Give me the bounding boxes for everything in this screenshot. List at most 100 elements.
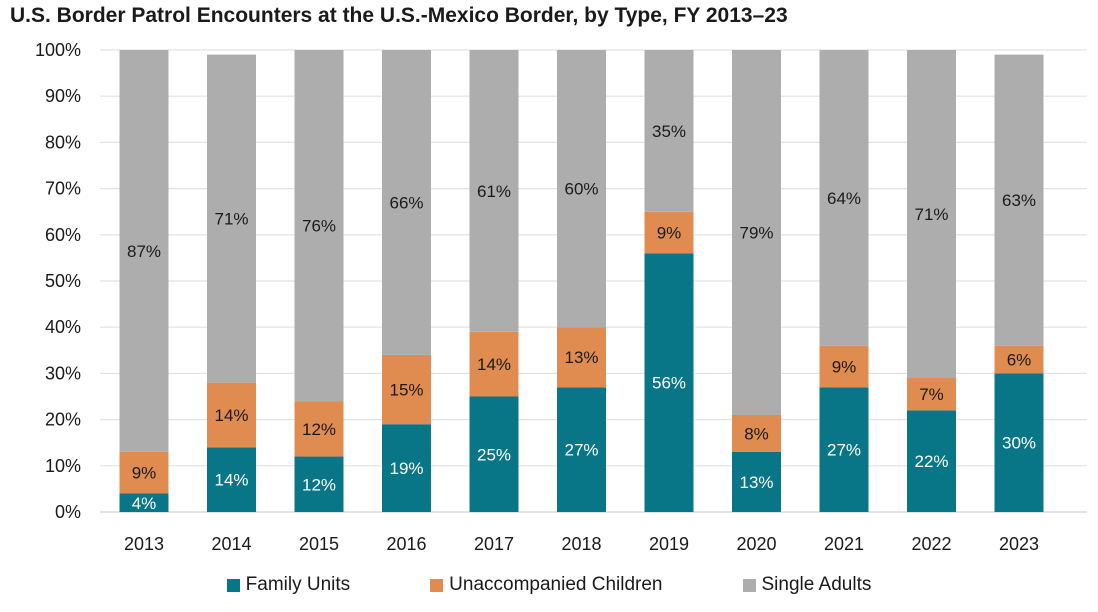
bar-segment-unaccompanied-children [294,401,344,457]
y-tick-label: 100% [35,40,81,60]
x-tick-label: 2018 [561,534,601,554]
x-tick-label: 2013 [124,534,164,554]
bar-segment-family-units [732,451,781,512]
bar-segment-unaccompanied-children [207,382,256,448]
bar-segment-single-adults [469,50,519,332]
data-label: 4% [132,494,157,513]
legend-swatch [430,578,444,592]
bar-segment-unaccompanied-children [644,211,694,254]
bar-segment-unaccompanied-children [382,354,431,425]
bar-segment-single-adults [732,50,781,415]
y-tick-label: 60% [45,225,81,245]
y-tick-label: 50% [45,271,81,291]
x-tick-label: 2016 [386,534,426,554]
data-label: 30% [1002,434,1036,453]
data-label: 19% [389,459,423,478]
data-label: 27% [564,441,598,460]
data-label: 9% [832,357,857,376]
bar-segment-single-adults [819,50,869,346]
data-label: 15% [389,381,423,400]
data-label: 13% [739,473,773,492]
x-tick-label: 2022 [911,534,951,554]
data-label: 12% [302,420,336,439]
legend-item: Family Units [226,574,351,596]
chart-title: U.S. Border Patrol Encounters at the U.S… [10,4,788,27]
y-tick-label: 0% [55,502,81,522]
x-tick-label: 2021 [824,534,864,554]
bar-segment-unaccompanied-children [819,345,869,388]
legend-label: Single Adults [761,574,872,595]
x-tick-label: 2017 [474,534,514,554]
bar-segment-single-adults [557,50,606,328]
y-axis: 0% 10% 20% 30% 40% 50% 60% 70% 80% 90% 100% [35,40,81,522]
stacked-bar-chart: 0% 10% 20% 30% 40% 50% 60% 70% 80% 90% 100% 4% 9% 87… [35,40,1087,554]
y-tick-label: 80% [45,132,81,152]
data-label: 25% [477,445,511,464]
data-label: 87% [127,242,161,261]
x-tick-label: 2023 [999,534,1039,554]
bar-segment-single-adults [644,50,694,212]
bar-segment-single-adults [994,54,1044,346]
bar-segment-family-units [119,493,169,512]
legend-label: Family Units [245,574,351,595]
x-tick-label: 2015 [299,534,339,554]
bar-segment-family-units [819,387,869,512]
bar-segment-single-adults [382,50,431,355]
data-label: 71% [214,210,248,229]
data-label: 13% [564,348,598,367]
data-label: 8% [744,424,769,443]
legend-swatch [742,578,756,592]
x-tick-label: 2020 [736,534,776,554]
data-label: 14% [477,355,511,374]
data-label: 6% [1007,351,1032,370]
data-label: 60% [564,180,598,199]
legend: Family Units Unaccompanied Children Single… [0,574,1098,596]
bar-segment-unaccompanied-children [732,414,781,452]
x-tick-label: 2019 [649,534,689,554]
data-label: 7% [919,385,944,404]
data-label: 9% [132,464,157,483]
data-label: 63% [1002,191,1036,210]
data-label: 79% [739,223,773,242]
data-label: 12% [302,475,336,494]
bar-segment-single-adults [207,54,256,383]
data-labels: 4% 9% 87% 14% 14% 71% 12% 12% 76% 19% 15% 66% 25% 14%… [127,122,1036,513]
y-tick-label: 40% [45,317,81,337]
bar-segment-family-units [469,396,519,512]
bar-segment-family-units [994,373,1044,512]
bar-segment-unaccompanied-children [469,331,519,397]
x-axis: 2013 2014 2015 2016 2017 2018 2019 2020 2021 2022… [124,534,1039,554]
bar-segment-single-adults [119,50,169,452]
y-tick-label: 70% [45,179,81,199]
data-label: 35% [652,122,686,141]
bar-segment-family-units [644,253,694,512]
bar-segment-family-units [294,456,344,512]
y-tick-label: 30% [45,363,81,383]
bar-segment-unaccompanied-children [907,378,956,411]
data-label: 61% [477,182,511,201]
bar-segment-single-adults [907,50,956,379]
bar-segment-unaccompanied-children [994,345,1044,374]
y-tick-label: 10% [45,456,81,476]
data-label: 14% [214,471,248,490]
y-tick-label: 20% [45,410,81,430]
data-label: 14% [214,406,248,425]
bar-segment-unaccompanied-children [119,451,169,494]
bar-segment-single-adults [294,50,344,402]
data-label: 64% [827,189,861,208]
data-label: 27% [827,441,861,460]
y-tick-label: 90% [45,86,81,106]
data-label: 9% [657,223,682,242]
x-tick-label: 2014 [211,534,251,554]
data-label: 56% [652,374,686,393]
bar-segment-family-units [907,410,956,512]
data-label: 71% [914,205,948,224]
bar-segment-unaccompanied-children [557,327,606,388]
data-label: 66% [389,193,423,212]
bar-segment-family-units [382,424,431,512]
bar-segment-family-units [557,387,606,512]
legend-item: Unaccompanied Children [430,574,663,596]
data-label: 22% [914,452,948,471]
bars [119,50,1044,512]
legend-label: Unaccompanied Children [449,574,663,595]
